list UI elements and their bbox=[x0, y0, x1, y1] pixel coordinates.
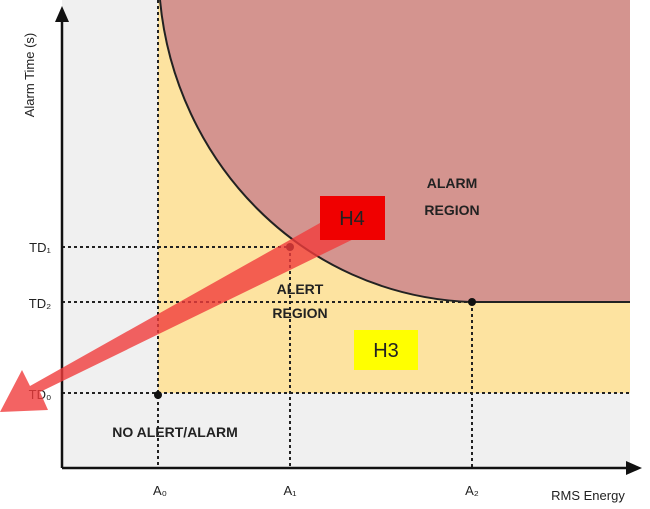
point bbox=[468, 298, 476, 306]
y-axis-label: Alarm Time (s) bbox=[22, 33, 37, 118]
region-label: NO ALERT/ALARM bbox=[112, 424, 237, 440]
x-tick-label: A₁ bbox=[283, 483, 297, 498]
h3-label: H3 bbox=[373, 340, 399, 362]
h4-box bbox=[320, 196, 385, 240]
y-arrow bbox=[55, 6, 69, 22]
h4-label: H4 bbox=[339, 208, 365, 230]
pointer-arrow bbox=[0, 205, 368, 412]
x-arrow bbox=[626, 461, 642, 475]
y-tick-label: TD₂ bbox=[29, 296, 51, 311]
region-label: REGION bbox=[272, 305, 327, 321]
point bbox=[154, 391, 162, 399]
x-axis-label: RMS Energy bbox=[551, 488, 625, 503]
y-tick-label: TD₁ bbox=[29, 240, 51, 255]
h3-box bbox=[354, 330, 418, 370]
x-tick-label: A₂ bbox=[465, 483, 479, 498]
region-label: REGION bbox=[424, 202, 479, 218]
region-label: ALERT bbox=[277, 281, 324, 297]
threshold-curve bbox=[159, 0, 630, 303]
region-label: ALARM bbox=[427, 175, 478, 191]
x-tick-label: A₀ bbox=[153, 483, 167, 498]
